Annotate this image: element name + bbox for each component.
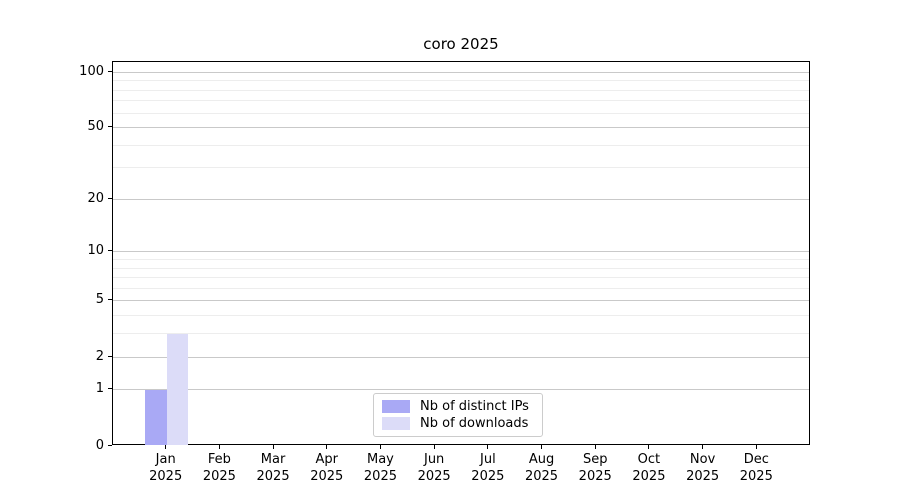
minor-gridline <box>113 167 809 169</box>
minor-gridline <box>113 112 809 114</box>
legend-swatch-downloads <box>382 417 410 430</box>
x-tick-mark <box>755 445 757 449</box>
legend-label-downloads: Nb of downloads <box>420 416 529 431</box>
x-tick-label: Jan 2025 <box>149 452 183 484</box>
y-tick-mark <box>108 126 112 128</box>
legend-label-distinct-ips: Nb of distinct IPs <box>420 399 529 414</box>
y-tick-label: 5 <box>95 292 104 308</box>
y-tick-mark <box>108 70 112 72</box>
major-gridline <box>113 389 809 391</box>
y-tick-label: 10 <box>87 243 104 259</box>
y-tick-label: 2 <box>95 348 104 364</box>
x-tick-mark <box>272 445 274 449</box>
plot-area <box>112 61 810 445</box>
bar-nb-of-downloads <box>166 333 189 445</box>
y-tick-mark <box>108 197 112 199</box>
y-tick-label: 50 <box>87 119 104 135</box>
bar-nb-of-distinct-ips <box>145 389 167 445</box>
x-tick-mark <box>594 445 596 449</box>
y-tick-mark <box>108 250 112 252</box>
major-gridline <box>113 127 809 129</box>
y-tick-mark <box>108 299 112 301</box>
x-tick-label: Nov 2025 <box>686 452 720 484</box>
y-tick-label: 0 <box>95 437 104 453</box>
legend: Nb of distinct IPs Nb of downloads <box>373 393 543 437</box>
major-gridline <box>113 356 809 358</box>
x-tick-label: Feb 2025 <box>202 452 236 484</box>
x-tick-mark <box>433 445 435 449</box>
x-tick-label: Sep 2025 <box>578 452 612 484</box>
minor-gridline <box>113 287 809 289</box>
chart-title: coro 2025 <box>423 35 499 53</box>
x-tick-mark <box>648 445 650 449</box>
x-tick-mark <box>487 445 489 449</box>
x-tick-mark <box>326 445 328 449</box>
minor-gridline <box>113 144 809 146</box>
minor-gridline <box>113 80 809 82</box>
x-tick-label: Aug 2025 <box>524 452 559 484</box>
y-tick-label: 1 <box>95 381 104 397</box>
legend-item-downloads: Nb of downloads <box>382 415 534 432</box>
major-gridline <box>113 300 809 302</box>
minor-gridline <box>113 333 809 335</box>
x-tick-label: Mar 2025 <box>256 452 290 484</box>
x-tick-label: Oct 2025 <box>632 452 666 484</box>
y-tick-label: 20 <box>87 190 104 206</box>
major-gridline <box>113 251 809 253</box>
minor-gridline <box>113 89 809 91</box>
legend-item-distinct-ips: Nb of distinct IPs <box>382 398 534 415</box>
x-tick-mark <box>218 445 220 449</box>
x-tick-label: May 2025 <box>363 452 397 484</box>
minor-gridline <box>113 259 809 260</box>
x-tick-mark <box>702 445 704 449</box>
minor-gridline <box>113 277 809 279</box>
x-tick-label: Jul 2025 <box>471 452 505 484</box>
x-tick-mark <box>541 445 543 449</box>
x-tick-mark <box>379 445 381 449</box>
y-tick-label: 100 <box>79 63 104 79</box>
y-tick-mark <box>108 444 112 446</box>
x-tick-label: Jun 2025 <box>417 452 451 484</box>
minor-gridline <box>113 267 809 269</box>
major-gridline <box>113 198 809 200</box>
major-gridline <box>113 71 809 73</box>
x-tick-label: Apr 2025 <box>310 452 344 484</box>
minor-gridline <box>113 100 809 102</box>
minor-gridline <box>113 315 809 317</box>
legend-swatch-distinct-ips <box>382 400 410 413</box>
x-tick-mark <box>165 445 167 449</box>
y-tick-mark <box>108 355 112 357</box>
x-tick-label: Dec 2025 <box>739 452 773 484</box>
y-tick-mark <box>108 388 112 390</box>
